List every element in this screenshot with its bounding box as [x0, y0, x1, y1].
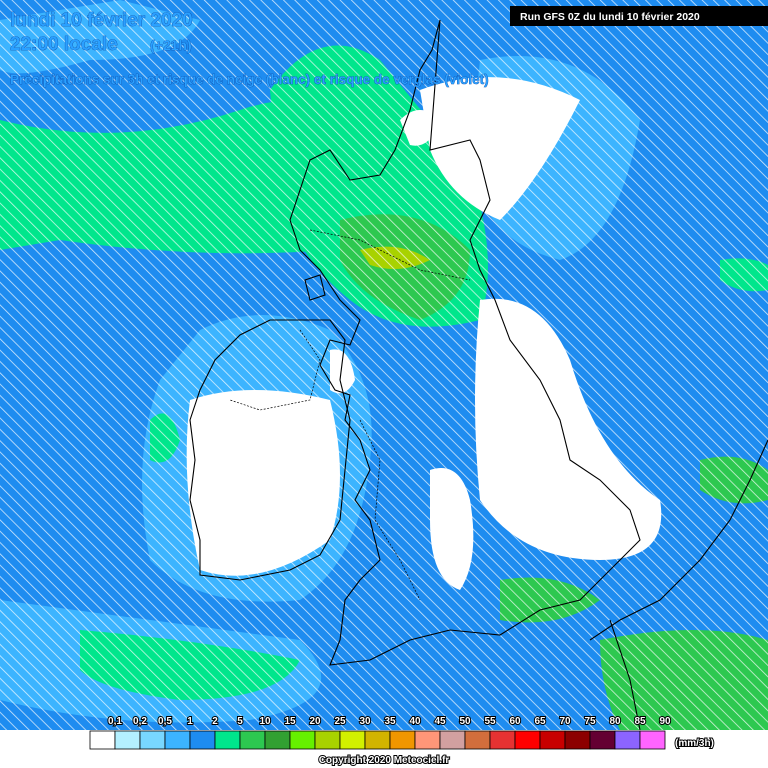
legend-swatch — [189, 730, 216, 750]
legend-unit: (mm/3h) — [675, 738, 714, 749]
legend-label: 85 — [634, 716, 646, 727]
legend-swatch — [239, 730, 266, 750]
time-title: 22:00 locale — [10, 34, 118, 55]
legend-swatch — [514, 730, 541, 750]
legend-swatch — [614, 730, 641, 750]
date-title: lundi 10 février 2020 — [10, 10, 193, 31]
run-box — [510, 6, 768, 26]
legend-swatch — [589, 730, 616, 750]
legend-swatch — [364, 730, 391, 750]
legend-swatch — [564, 730, 591, 750]
map-background — [0, 0, 768, 730]
legend-swatch — [414, 730, 441, 750]
legend-label: 0,5 — [158, 716, 172, 727]
subtitle: Précipitations sur 3h et risque de neige… — [10, 72, 489, 87]
legend-swatch — [314, 730, 341, 750]
legend-label: 30 — [359, 716, 371, 727]
legend-label: 75 — [584, 716, 596, 727]
coastlines — [189, 19, 768, 731]
legend-label: 50 — [459, 716, 471, 727]
legend-swatch — [89, 730, 116, 750]
legend-label: 2 — [212, 716, 218, 727]
legend-label: 25 — [334, 716, 346, 727]
legend-label: 10 — [259, 716, 271, 727]
legend-swatch — [164, 730, 191, 750]
legend-swatch — [289, 730, 316, 750]
legend-swatch — [139, 730, 166, 750]
legend-label: 60 — [509, 716, 521, 727]
legend-label: 65 — [534, 716, 546, 727]
lead-time: (+21h) — [150, 37, 192, 53]
legend-label: 90 — [659, 716, 671, 727]
legend-label: 70 — [559, 716, 571, 727]
legend-swatch — [339, 730, 366, 750]
legend-label: 0,1 — [108, 716, 122, 727]
legend-swatch — [464, 730, 491, 750]
legend-label: 40 — [409, 716, 421, 727]
legend-swatch — [389, 730, 416, 750]
run-label: Run GFS 0Z du lundi 10 février 2020 — [520, 11, 700, 23]
legend-label: 45 — [434, 716, 446, 727]
copyright: Copyright 2020 Meteociel.fr — [319, 755, 450, 766]
legend-swatch — [539, 730, 566, 750]
legend-label: 80 — [609, 716, 621, 727]
legend-label: 20 — [309, 716, 321, 727]
legend-label: 1 — [187, 716, 193, 727]
legend-swatch — [489, 730, 516, 750]
legend-label: 0,2 — [133, 716, 147, 727]
legend-swatch — [214, 730, 241, 750]
legend-label: 35 — [384, 716, 396, 727]
legend-swatch — [264, 730, 291, 750]
legend-label: 15 — [284, 716, 296, 727]
legend: 0,1 0,2 0,5 1 2 5 10 15 20 25 30 35 40 45 50 55 60 65 70 75… — [0, 715, 768, 768]
legend-label: 55 — [484, 716, 496, 727]
legend-swatch — [114, 730, 141, 750]
legend-swatch — [439, 730, 466, 750]
legend-label: 5 — [237, 716, 243, 727]
legend-swatch — [639, 730, 666, 750]
